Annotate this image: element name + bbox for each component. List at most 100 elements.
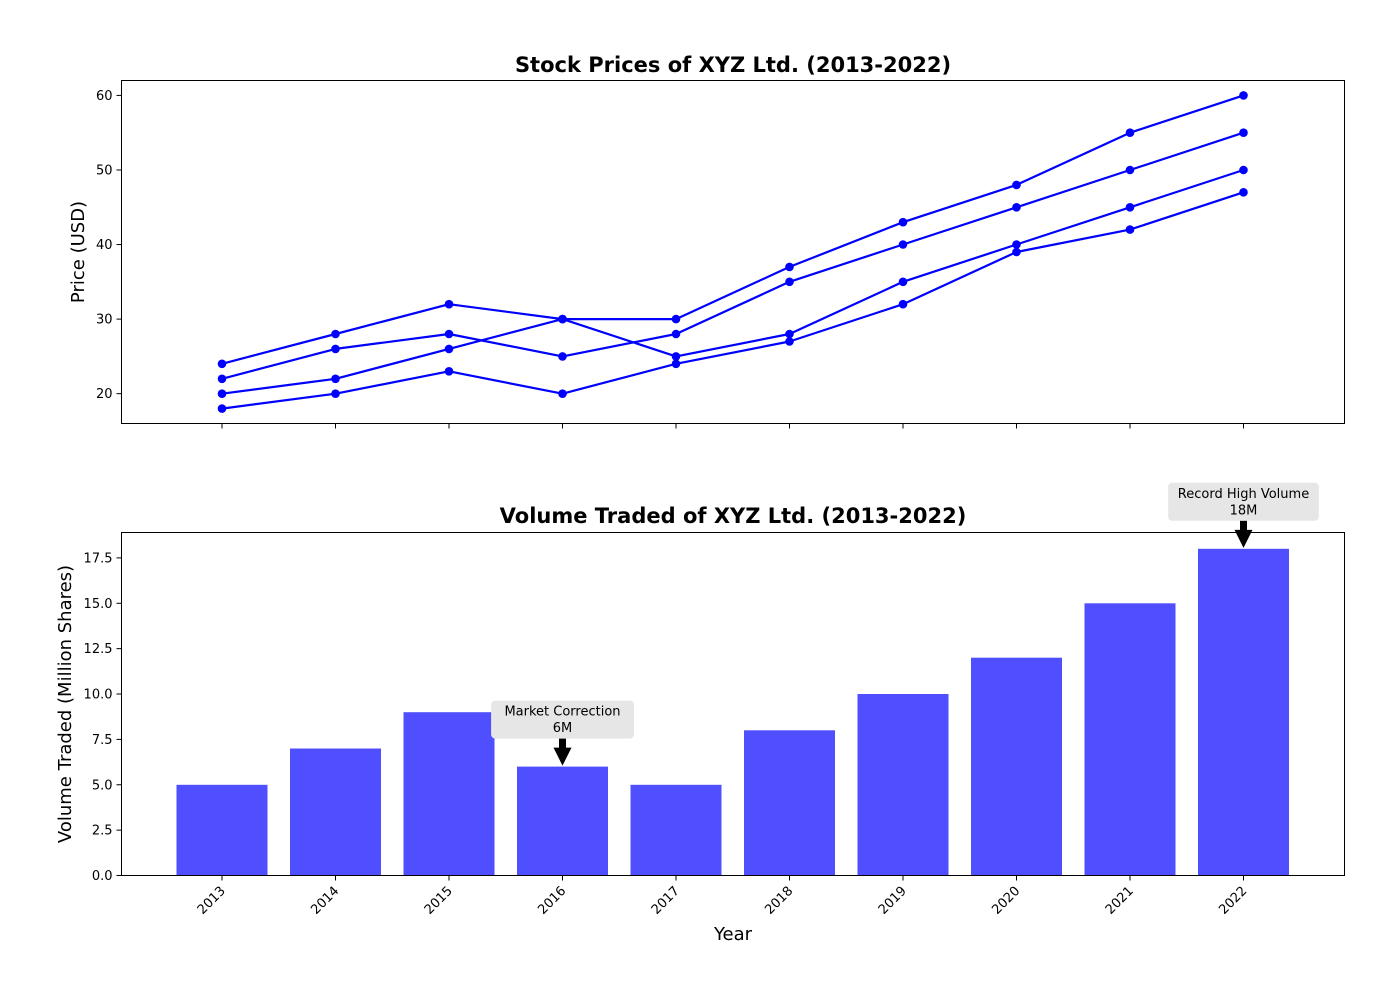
volume-y-tick-label: 0.0	[92, 869, 113, 884]
volume-x-tick-label: 2019	[876, 884, 910, 918]
volume-bar-2021	[1084, 603, 1176, 876]
volume-bar-2020	[971, 657, 1062, 876]
annotation-arrow-head	[553, 747, 572, 766]
volume-y-tick-label: 5.0	[92, 778, 113, 793]
price-y-tick-label: 50	[96, 163, 113, 178]
volume-x-tick-label: 2013	[195, 884, 229, 918]
price-series-2-point	[1125, 165, 1135, 175]
volume-chart: Volume Traded of XYZ Ltd. (2013-2022) Vo…	[55, 482, 1345, 945]
annotation-text: 18M	[1230, 503, 1258, 518]
annotation-arrow-head	[1234, 529, 1253, 548]
price-series-3-point	[1125, 203, 1135, 212]
price-series-3-point	[671, 352, 681, 361]
price-y-tick-label: 40	[96, 238, 113, 253]
price-series-4-point	[785, 337, 794, 346]
price-series-4-point	[671, 359, 681, 369]
volume-x-tick-label: 2014	[308, 884, 342, 918]
price-series-2-point	[898, 240, 908, 249]
volume-bar-2018	[744, 730, 835, 876]
price-series-1-point	[898, 217, 908, 227]
volume-bar-2019	[857, 694, 949, 876]
volume-x-axis-label: Year	[713, 924, 753, 945]
price-chart: Stock Prices of XYZ Ltd. (2013-2022) Pri…	[68, 53, 1345, 429]
price-series-3-point	[217, 389, 227, 399]
price-series-3-point	[785, 329, 794, 339]
price-y-tick-label: 60	[96, 89, 113, 104]
annotation-arrow-shaft	[1240, 520, 1247, 531]
price-series-line-2	[221, 131, 1244, 380]
price-series-4-point	[331, 389, 340, 399]
volume-bar-2022	[1198, 548, 1289, 876]
volume-y-tick-label: 15.0	[84, 597, 113, 612]
annotation-text: Market Correction	[504, 705, 620, 720]
price-series-2-point	[444, 329, 454, 339]
price-series-1-point	[671, 314, 681, 324]
volume-bar-2017	[630, 784, 722, 876]
volume-y-tick-label: 2.5	[92, 824, 113, 839]
volume-x-tick-label: 2016	[535, 884, 569, 918]
volume-x-tick-label: 2017	[649, 884, 683, 918]
price-series-2-point	[558, 352, 567, 361]
annotation-box	[491, 700, 634, 739]
annotation-box	[1168, 482, 1319, 521]
price-series-line-3	[221, 168, 1244, 395]
price-series-4-point	[1239, 188, 1248, 197]
volume-y-tick-label: 7.5	[92, 733, 113, 748]
price-plot-frame	[121, 80, 1345, 424]
price-series-3-point	[331, 374, 340, 384]
price-series-line-4	[221, 191, 1244, 410]
volume-x-tick-label: 2018	[762, 884, 796, 918]
price-series-4-point	[558, 389, 567, 399]
price-series-1-point	[1239, 91, 1248, 100]
price-series-2-point	[1012, 203, 1021, 212]
volume-marks	[176, 548, 1289, 876]
price-y-tick-label: 20	[96, 387, 113, 402]
price-series-1-point	[1012, 180, 1021, 190]
volume-x-tick-label: 2022	[1216, 884, 1250, 918]
price-marks	[217, 91, 1248, 413]
price-series-3-point	[1239, 165, 1248, 175]
volume-bar-2014	[290, 748, 381, 876]
volume-y-tick-label: 17.5	[84, 551, 113, 566]
volume-bar-2015	[403, 712, 495, 876]
annotation-text: Record High Volume	[1178, 487, 1309, 502]
volume-chart-title: Volume Traded of XYZ Ltd. (2013-2022)	[500, 504, 967, 528]
price-series-4-point	[898, 299, 908, 309]
price-series-1-point	[1125, 128, 1135, 137]
price-series-3-point	[898, 277, 908, 287]
volume-x-tick-label: 2021	[1103, 884, 1137, 918]
price-y-axis-label: Price (USD)	[68, 201, 89, 303]
price-series-3-point	[1012, 240, 1021, 249]
price-axes: 20 30 40 50 60	[96, 89, 1244, 429]
price-series-2-point	[331, 344, 340, 354]
price-series-2-point	[217, 374, 227, 384]
price-chart-title: Stock Prices of XYZ Ltd. (2013-2022)	[515, 53, 951, 77]
price-series-1-point	[785, 262, 794, 272]
price-series-4-point	[217, 404, 227, 413]
price-series-4-point	[1125, 225, 1135, 234]
price-series-2-point	[785, 277, 794, 287]
volume-bar-2013	[176, 784, 268, 876]
price-series-1-point	[331, 329, 340, 339]
price-series-2-point	[1239, 128, 1248, 137]
volume-y-tick-label: 10.0	[84, 688, 113, 703]
price-series-line-1	[221, 94, 1244, 365]
volume-bar-2016	[517, 766, 608, 876]
volume-x-tick-label: 2015	[422, 884, 456, 918]
annotation-text: 6M	[553, 721, 573, 736]
volume-plot-frame	[121, 532, 1345, 876]
price-y-tick-label: 30	[96, 313, 113, 328]
price-series-1-point	[217, 359, 227, 369]
price-series-3-point	[558, 314, 567, 324]
price-series-3-point	[444, 344, 454, 354]
volume-y-axis-label: Volume Traded (Million Shares)	[55, 565, 76, 843]
price-series-2-point	[671, 329, 681, 339]
price-series-4-point	[444, 367, 454, 376]
price-series-1-point	[444, 299, 454, 309]
price-series-4-point	[1012, 247, 1021, 257]
volume-y-tick-label: 12.5	[84, 642, 113, 657]
